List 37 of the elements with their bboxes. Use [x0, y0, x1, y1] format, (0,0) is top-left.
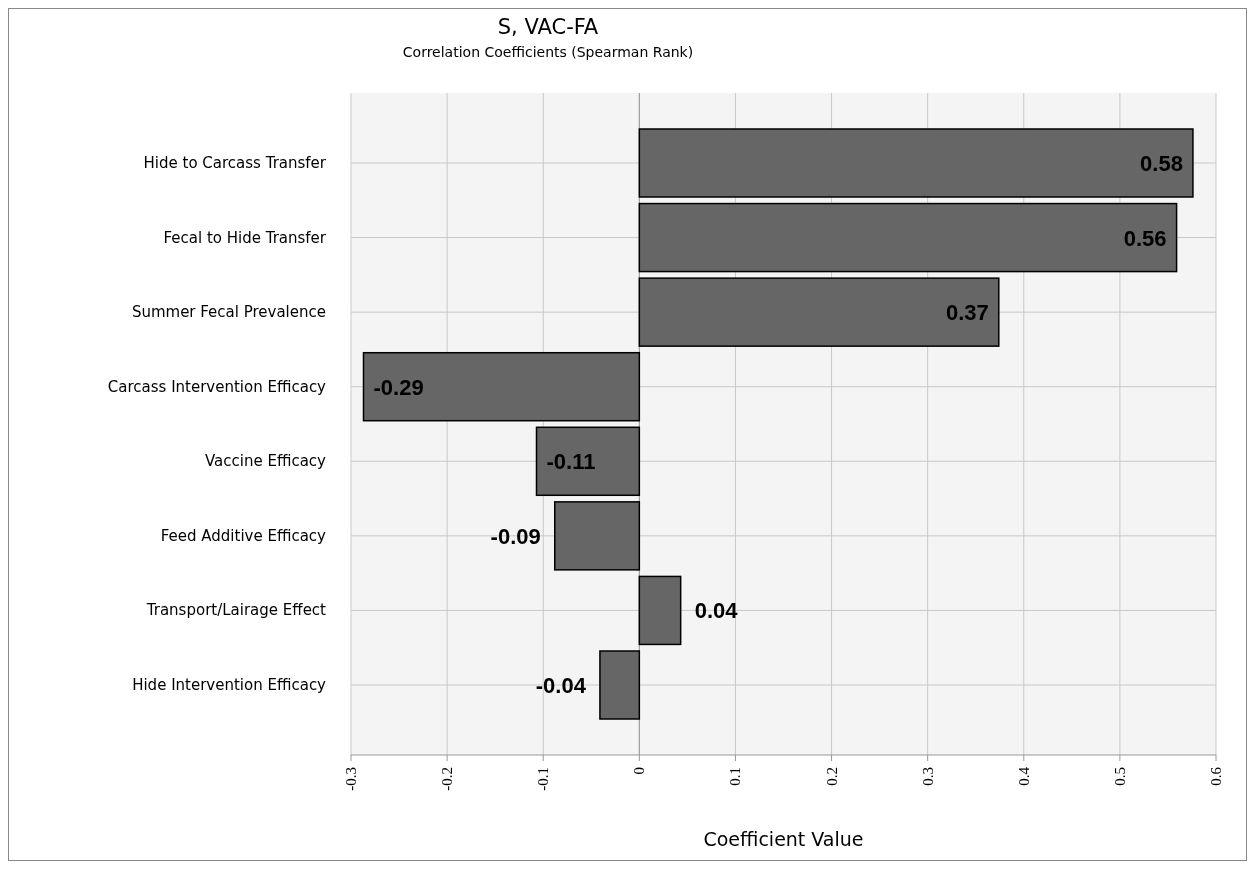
x-axis-title: Coefficient Value	[703, 828, 864, 850]
chart-title: S, VAC-FA	[497, 15, 599, 39]
bar	[638, 575, 682, 646]
data-label: 0.58	[1140, 151, 1183, 176]
data-label: -0.29	[373, 374, 424, 400]
x-tick-label: -0.3	[343, 767, 359, 791]
data-label: -0.11	[546, 449, 596, 475]
y-tick-label: Hide Intervention Efficacy	[132, 676, 327, 694]
x-tick-label: 0.1	[727, 767, 744, 786]
y-tick-label: Fecal to Hide Transfer	[163, 228, 327, 247]
data-label: -0.04	[535, 673, 587, 698]
x-tick-label: -0.1	[535, 767, 552, 791]
y-tick-label: Carcass Intervention Efficacy	[107, 377, 327, 396]
x-tick-label: 0.2	[823, 767, 840, 786]
bar	[638, 202, 1178, 273]
bar	[638, 277, 1000, 347]
y-tick-label: Summer Fecal Prevalence	[131, 303, 326, 322]
bar	[535, 426, 641, 497]
x-tick-label: 0.4	[1015, 766, 1032, 786]
data-label: 0.37	[945, 300, 989, 326]
data-label: -0.09	[490, 523, 541, 549]
x-tick-label: 0.3	[919, 767, 936, 786]
y-tick-label: Hide to Carcass Transfer	[143, 154, 327, 172]
y-tick-label: Vaccine Efficacy	[205, 452, 327, 471]
y-tick-label: Feed Additive Efficacy	[160, 526, 327, 545]
bar	[554, 501, 641, 571]
x-tick-label: 0.5	[1111, 767, 1128, 786]
bar	[638, 128, 1194, 198]
bar	[599, 650, 641, 720]
data-label: 0.04	[694, 598, 739, 624]
data-label: 0.56	[1123, 225, 1167, 251]
bar	[362, 351, 641, 422]
x-tick-label: -0.2	[439, 767, 456, 791]
x-tick-label: 0	[631, 767, 648, 775]
chart-subtitle: Correlation Coefficients (Spearman Rank)	[402, 44, 694, 60]
x-tick-label: 0.6	[1208, 766, 1224, 786]
y-tick-label: Transport/Lairage Effect	[145, 601, 327, 620]
